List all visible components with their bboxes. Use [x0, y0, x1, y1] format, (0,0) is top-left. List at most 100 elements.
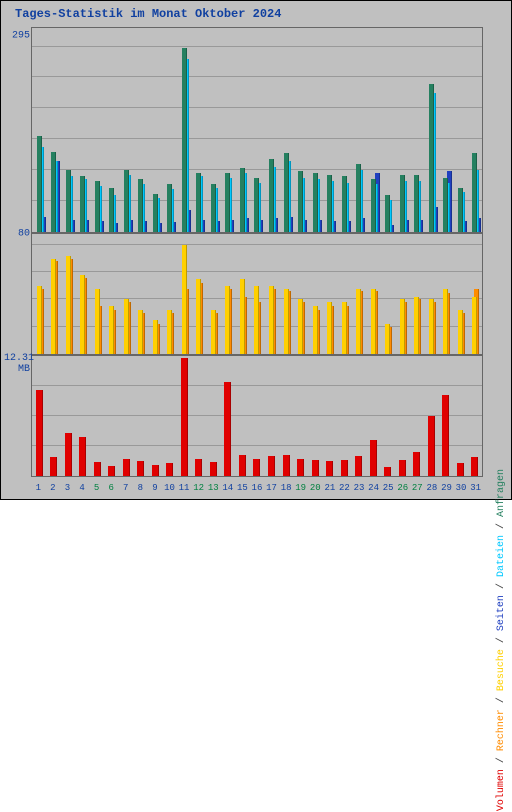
bar-volumen: [384, 467, 391, 476]
panel-volumen: 12.31 MB: [31, 355, 483, 477]
bar-besuche: [371, 289, 376, 354]
bar-besuche: [385, 324, 390, 354]
bar-besuche: [51, 259, 56, 354]
bar-besuche: [182, 245, 187, 354]
bar-volumen: [239, 455, 246, 476]
bar-besuche: [211, 310, 216, 354]
bar-volumen: [224, 382, 231, 476]
panels: 295 80 12.31 MB: [31, 27, 483, 477]
x-label: 22: [337, 483, 352, 493]
x-label: 14: [221, 483, 236, 493]
bar-anfragen: [313, 173, 318, 232]
legend-item: Rechner: [496, 709, 507, 751]
bar-besuche: [80, 275, 85, 354]
x-label: 28: [425, 483, 440, 493]
bar-volumen: [166, 463, 173, 476]
x-label: 23: [352, 483, 367, 493]
panel-besuche: 80: [31, 233, 483, 355]
x-label: 21: [323, 483, 338, 493]
bar-besuche: [327, 302, 332, 354]
x-label: 26: [395, 483, 410, 493]
stats-chart: Tages-Statistik im Monat Oktober 2024 29…: [0, 0, 512, 500]
bar-anfragen: [153, 194, 158, 232]
bar-volumen: [355, 456, 362, 476]
x-label: 7: [118, 483, 133, 493]
x-label: 12: [191, 483, 206, 493]
x-label: 31: [468, 483, 483, 493]
bar-anfragen: [298, 171, 303, 232]
bar-volumen: [152, 465, 159, 476]
bar-anfragen: [124, 170, 129, 232]
bar-volumen: [50, 457, 57, 476]
bar-anfragen: [327, 175, 332, 232]
x-label: 1: [31, 483, 46, 493]
bar-anfragen: [95, 181, 100, 232]
bar-anfragen: [211, 184, 216, 232]
x-label: 20: [308, 483, 323, 493]
legend-item: Volumen: [496, 769, 507, 811]
x-axis: 1234567891011121314151617181920212223242…: [31, 483, 483, 493]
x-label: 4: [75, 483, 90, 493]
bar-volumen: [210, 462, 217, 476]
bar-besuche: [414, 297, 419, 354]
bar-volumen: [312, 460, 319, 476]
bar-volumen: [283, 455, 290, 476]
chart-title: Tages-Statistik im Monat Oktober 2024: [1, 1, 511, 25]
legend-text: Volumen / Rechner / Besuche / Seiten / D…: [496, 469, 507, 811]
bar-besuche: [298, 299, 303, 354]
bar-volumen: [326, 461, 333, 476]
y-label: 80: [4, 228, 30, 239]
bar-anfragen: [472, 153, 477, 232]
bar-besuche: [254, 286, 259, 354]
bar-besuche: [95, 289, 100, 354]
bar-besuche: [167, 310, 172, 354]
bar-anfragen: [167, 184, 172, 232]
x-label: 19: [293, 483, 308, 493]
bar-anfragen: [356, 164, 361, 232]
panel-anfragen: 295: [31, 27, 483, 233]
bar-volumen: [36, 390, 43, 476]
x-label: 25: [381, 483, 396, 493]
x-label: 16: [250, 483, 265, 493]
x-label: 2: [46, 483, 61, 493]
x-label: 8: [133, 483, 148, 493]
bar-anfragen: [284, 153, 289, 232]
bar-besuche: [342, 302, 347, 354]
bar-volumen: [413, 452, 420, 476]
bar-anfragen: [400, 175, 405, 232]
x-label: 11: [177, 483, 192, 493]
x-label: 13: [206, 483, 221, 493]
legend-item: Besuche: [496, 649, 507, 691]
x-label: 15: [235, 483, 250, 493]
bar-besuche: [284, 289, 289, 354]
bar-besuche: [124, 299, 129, 354]
x-label: 27: [410, 483, 425, 493]
bar-besuche: [109, 306, 114, 354]
bar-anfragen: [371, 179, 376, 232]
bar-besuche: [458, 310, 463, 354]
bar-besuche: [269, 286, 274, 354]
legend-item: Dateien: [496, 535, 507, 577]
bar-volumen: [268, 456, 275, 476]
bar-volumen: [399, 460, 406, 476]
bar-anfragen: [458, 188, 463, 233]
bar-volumen: [65, 433, 72, 476]
bar-anfragen: [342, 176, 347, 232]
bar-besuche: [400, 299, 405, 354]
bar-volumen: [108, 466, 115, 476]
bar-besuche: [240, 279, 245, 354]
x-label: 9: [148, 483, 163, 493]
x-label: 30: [454, 483, 469, 493]
bar-besuche: [66, 256, 71, 354]
bar-besuche: [225, 286, 230, 354]
bar-besuche: [37, 286, 42, 354]
y-label: 12.31 MB: [4, 353, 30, 375]
bar-besuche: [153, 320, 158, 354]
legend-item: Seiten: [496, 595, 507, 631]
bar-anfragen: [80, 176, 85, 232]
x-label: 3: [60, 483, 75, 493]
x-label: 10: [162, 483, 177, 493]
bar-volumen: [457, 463, 464, 476]
y-label: 295: [4, 30, 30, 41]
bar-volumen: [442, 395, 449, 476]
